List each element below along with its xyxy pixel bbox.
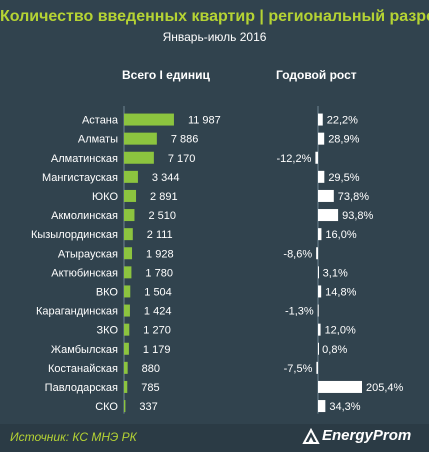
units-bar	[124, 132, 157, 145]
category-label: Мангистауская	[42, 172, 118, 184]
growth-value-label: 29,5%	[328, 172, 359, 184]
footer-bar	[0, 424, 429, 452]
growth-value-label: -1,3%	[285, 306, 314, 318]
growth-bar	[318, 342, 319, 355]
bar-chart: Астана 11 987 22,2% Алматы 7 886 28,9% Алматин…	[31, 106, 404, 414]
units-bar	[124, 361, 128, 374]
units-value-label: 7 886	[171, 134, 199, 146]
growth-bar	[317, 304, 319, 317]
growth-bar	[318, 266, 319, 279]
growth-bar	[318, 228, 322, 241]
units-value-label: 1 424	[144, 306, 172, 318]
growth-bar	[316, 247, 318, 260]
source-note: Источник: КС МНЭ РК	[10, 430, 137, 444]
units-column-header: Всего I единиц	[122, 68, 210, 82]
growth-bar	[318, 113, 323, 126]
units-bar	[124, 170, 138, 183]
units-value-label: 1 504	[144, 286, 172, 298]
units-bar	[124, 380, 128, 393]
category-label: Астана	[82, 115, 119, 127]
units-value-label: 2 111	[147, 229, 173, 241]
category-label: Карагандинская	[36, 306, 118, 318]
units-bar	[124, 189, 137, 202]
units-bar	[124, 266, 132, 279]
category-label: ЗКО	[97, 325, 119, 337]
growth-bar	[318, 285, 322, 298]
energyprom-logo-icon	[302, 428, 320, 444]
category-label: Акмолинская	[51, 210, 118, 222]
units-bar	[124, 228, 133, 241]
growth-value-label: -8,6%	[283, 248, 312, 260]
energyprom-logo: EnergyProm	[322, 427, 412, 444]
units-bar	[124, 151, 154, 164]
growth-value-label: 16,0%	[325, 229, 356, 241]
growth-bar	[318, 400, 326, 413]
growth-value-label: 0,8%	[322, 344, 347, 356]
units-value-label: 1 179	[143, 344, 171, 356]
growth-value-label: 22,2%	[327, 115, 358, 127]
units-value-label: 2 891	[150, 191, 178, 203]
growth-value-label: 28,9%	[328, 134, 359, 146]
growth-bar	[318, 189, 334, 202]
units-value-label: 7 170	[168, 153, 196, 165]
units-value-label: 880	[142, 363, 160, 375]
growth-value-label: 12,0%	[325, 325, 356, 337]
growth-bar	[318, 209, 339, 222]
growth-column-header: Годовой рост	[276, 68, 357, 82]
units-value-label: 785	[141, 382, 159, 394]
growth-value-label: 34,3%	[329, 401, 360, 413]
category-label: ЮКО	[92, 191, 118, 203]
category-label: Павлодарская	[45, 382, 118, 394]
category-label: ВКО	[96, 286, 119, 298]
units-bar	[124, 209, 135, 222]
growth-bar	[315, 151, 318, 164]
units-value-label: 1 270	[143, 325, 171, 337]
units-bar	[124, 342, 129, 355]
units-value-label: 1 780	[145, 267, 173, 279]
chart-title: Количество введенных квартир | региональ…	[0, 8, 429, 25]
units-value-label: 3 344	[152, 172, 180, 184]
category-label: СКО	[95, 401, 118, 413]
growth-value-label: 73,8%	[338, 191, 369, 203]
growth-bar	[318, 132, 325, 145]
category-label: Атырауская	[58, 248, 118, 260]
category-label: Алматы	[78, 134, 118, 146]
growth-value-label: 3,1%	[323, 267, 348, 279]
category-label: Костанайская	[48, 363, 118, 375]
units-bar	[124, 323, 130, 336]
growth-value-label: 14,8%	[325, 286, 356, 298]
category-label: Жамбылская	[51, 344, 118, 356]
growth-value-label: 93,8%	[342, 210, 373, 222]
growth-bar	[316, 361, 318, 374]
units-bar	[124, 113, 174, 126]
units-bar	[124, 400, 126, 413]
category-label: Алматинская	[51, 153, 118, 165]
units-value-label: 1 928	[146, 248, 174, 260]
growth-bar	[318, 323, 321, 336]
growth-value-label: 205,4%	[366, 382, 404, 394]
units-bar	[124, 285, 131, 298]
growth-bar	[318, 380, 362, 393]
units-bar	[124, 247, 133, 260]
growth-bar	[318, 170, 325, 183]
units-value-label: 337	[139, 401, 157, 413]
category-label: Кызылординская	[31, 229, 118, 241]
units-value-label: 11 987	[188, 115, 221, 127]
units-value-label: 2 510	[148, 210, 176, 222]
growth-value-label: -7,5%	[284, 363, 313, 375]
category-label: Актюбинская	[51, 267, 118, 279]
growth-value-label: -12,2%	[277, 153, 312, 165]
chart-subtitle: Январь-июль 2016	[162, 30, 267, 44]
units-bar	[124, 304, 130, 317]
